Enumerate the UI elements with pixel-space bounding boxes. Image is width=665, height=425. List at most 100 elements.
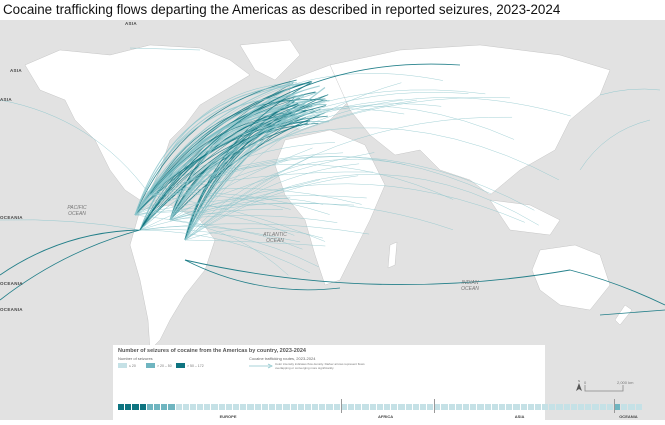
region-label: EUROPE	[219, 414, 237, 419]
country-box	[477, 404, 484, 410]
country-box	[355, 404, 362, 410]
country-box	[268, 404, 276, 410]
country-box	[455, 404, 462, 410]
flow-line	[599, 309, 665, 316]
flow-line	[139, 107, 300, 231]
north-label: N	[578, 379, 580, 383]
flow-line	[169, 219, 289, 276]
country-box	[362, 404, 369, 410]
country-box	[182, 404, 189, 410]
flow-line	[184, 239, 326, 247]
country-box	[405, 404, 412, 410]
flow-line	[184, 174, 282, 241]
flow-line	[569, 269, 665, 306]
edge-label-oceania: OCEANIA	[0, 215, 23, 220]
country-box	[570, 404, 577, 410]
country-box	[412, 404, 419, 410]
flow-line	[599, 88, 661, 96]
flow-line	[129, 47, 201, 51]
flow-line	[169, 215, 338, 223]
country-box	[506, 404, 513, 410]
new-zealand	[614, 304, 633, 326]
country-box	[247, 404, 254, 410]
country-box	[297, 404, 304, 410]
seizures-label: Number of seizures	[118, 356, 153, 361]
flow-line	[169, 147, 313, 221]
country-box	[527, 404, 534, 410]
country-box	[448, 404, 455, 410]
asia	[329, 44, 611, 196]
country-box	[189, 404, 197, 410]
class-label-high: > 50 – 172	[187, 363, 204, 368]
region-divider	[434, 399, 435, 413]
country-box	[391, 404, 398, 410]
country-box	[376, 404, 383, 410]
class-swatch-high	[176, 363, 185, 368]
flow-line	[169, 179, 320, 221]
flow-line	[0, 229, 141, 276]
scale-max: 2,000 km	[617, 380, 634, 385]
flow-line	[134, 93, 294, 216]
flow-line	[134, 156, 535, 216]
country-box	[168, 404, 175, 410]
flow-line	[169, 94, 305, 221]
country-box	[556, 404, 563, 410]
flow-line	[134, 73, 444, 216]
country-box	[118, 404, 125, 410]
country-box	[613, 404, 621, 410]
scale-zero: 0	[584, 380, 587, 385]
edge-label-asia: ASIA	[125, 21, 137, 26]
north-arrow-icon: N	[576, 379, 624, 392]
flow-line	[184, 175, 359, 241]
country-box	[125, 404, 132, 410]
flow-line	[134, 195, 367, 216]
flow-line	[149, 171, 374, 196]
edge-label-oceania: OCEANIA	[0, 307, 23, 312]
flow-line	[579, 119, 651, 171]
region-label: AFRICA	[378, 414, 394, 419]
country-box	[197, 404, 204, 410]
country-box	[599, 404, 606, 410]
class-label-mid: > 20 – 50	[157, 363, 172, 368]
land-masses	[24, 39, 633, 351]
country-box	[427, 404, 434, 410]
flow-line	[169, 197, 324, 221]
flow-line	[149, 163, 454, 200]
flow-line	[134, 89, 486, 216]
flow-line	[139, 226, 303, 250]
country-box	[233, 404, 240, 410]
flow-line	[134, 156, 492, 216]
country-box	[218, 404, 225, 410]
legend-title: Number of seizures of cocaine from the A…	[118, 348, 306, 354]
class-label-low: ≤ 20	[129, 363, 136, 368]
country-box	[340, 404, 347, 410]
region-divider	[614, 399, 615, 413]
country-box	[326, 404, 333, 410]
flow-line	[0, 229, 141, 301]
country-box	[470, 404, 477, 410]
flow-line	[139, 99, 417, 231]
country-box	[513, 404, 520, 410]
flow-line	[139, 63, 461, 231]
country-box	[204, 404, 211, 410]
region-label: OCEANIA	[619, 414, 638, 419]
region-label: ASIA	[514, 414, 525, 419]
country-box	[578, 404, 585, 410]
flow-line	[149, 127, 560, 196]
edge-label-oceania: OCEANIA	[0, 281, 23, 286]
flow-line	[149, 107, 303, 196]
madagascar	[387, 241, 398, 269]
country-box	[542, 404, 549, 410]
australia	[531, 244, 611, 311]
country-box	[491, 404, 498, 410]
region-divider	[340, 399, 342, 413]
flow-line	[134, 142, 335, 216]
map-title: Cocaine trafficking flows departing the …	[3, 2, 561, 17]
south-america	[129, 204, 216, 351]
country-box	[484, 404, 491, 410]
legend-panel: Number of seizures of cocaine from the A…	[113, 345, 642, 420]
country-box	[304, 404, 312, 410]
north-america	[24, 44, 251, 201]
greenland	[239, 39, 301, 81]
flow-line	[139, 209, 283, 231]
